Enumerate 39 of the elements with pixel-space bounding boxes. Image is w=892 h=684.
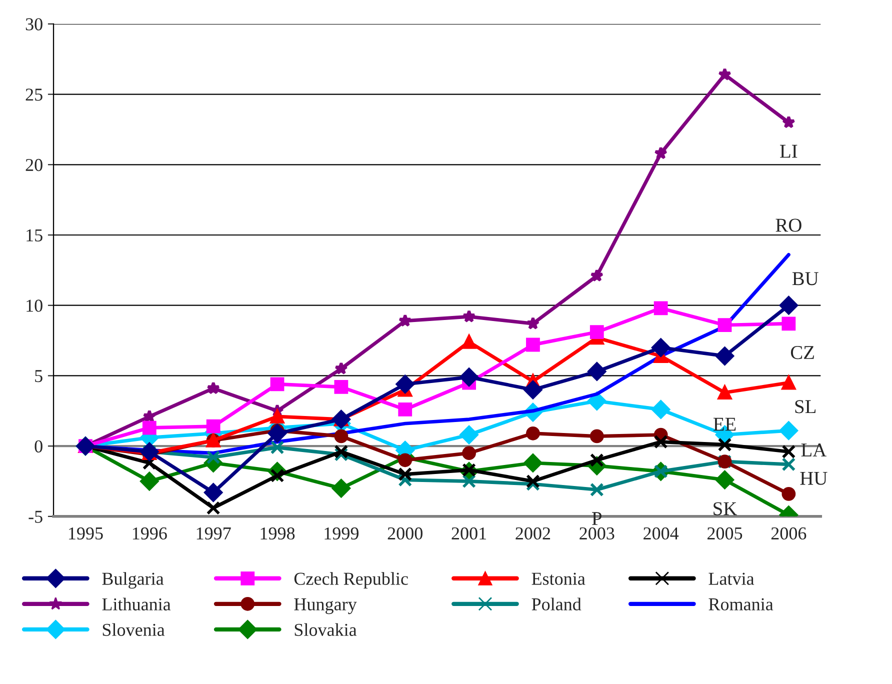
legend-label: Estonia — [532, 572, 586, 585]
legend-label: Czech Republic — [294, 572, 408, 589]
x-tick-label: 1998 — [260, 527, 295, 540]
y-tick-label: 10 — [26, 300, 42, 312]
y-tick-label: 20 — [26, 158, 42, 172]
x-tick-label: 2004 — [644, 527, 679, 540]
y-tick-label: 0 — [34, 440, 42, 453]
x-tick-label: 2006 — [771, 527, 806, 540]
x-tick-label: 2000 — [388, 527, 422, 540]
legend-label: Poland — [532, 598, 582, 610]
x-tick-label: 1996 — [132, 527, 167, 540]
annotation: LI — [780, 144, 798, 158]
legend-label: Bulgaria — [102, 572, 164, 589]
annotation: HU — [800, 472, 828, 485]
legend-label: Slovakia — [294, 623, 357, 636]
x-tick-label: 2005 — [707, 527, 742, 540]
legend-label: Lithuania — [102, 598, 171, 610]
annotation: CZ — [790, 346, 814, 360]
legend-label: Romania — [708, 598, 774, 610]
annotation: BU — [792, 272, 818, 286]
x-tick-label: 2001 — [452, 527, 486, 540]
legend-label: Latvia — [708, 572, 754, 585]
legend-label: Slovenia — [102, 623, 165, 636]
y-tick-label: -5 — [28, 510, 42, 523]
x-tick-label: 2003 — [580, 527, 614, 540]
x-tick-label: 2002 — [516, 527, 550, 540]
y-tick-label: 15 — [26, 229, 42, 242]
y-tick-label: 25 — [26, 88, 42, 101]
x-tick-label: 1999 — [324, 527, 359, 540]
legend-label: Hungary — [294, 598, 357, 614]
annotation: EE — [713, 418, 736, 431]
annotation: LA — [801, 444, 826, 456]
y-tick-label: 5 — [35, 370, 42, 382]
annotation: RO — [776, 218, 802, 232]
annotation: SL — [795, 400, 816, 414]
annotation: SK — [714, 502, 737, 516]
x-tick-label: 1997 — [196, 527, 231, 540]
y-tick-label: 30 — [26, 18, 42, 30]
x-tick-label: 1995 — [69, 527, 103, 540]
